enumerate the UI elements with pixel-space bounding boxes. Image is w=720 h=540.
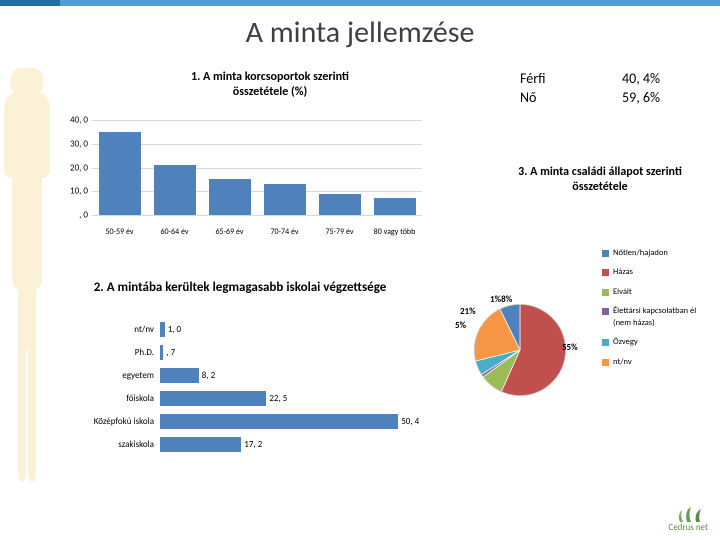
chart1-bar-item bbox=[99, 132, 141, 215]
figure-silhouette bbox=[4, 60, 60, 500]
logo: Cedrus net bbox=[668, 505, 708, 532]
chart1-xlabel: 75-79 év bbox=[312, 227, 367, 237]
chart1-xlabel: 80 vagy több bbox=[367, 227, 422, 237]
legend-item: nt/nv bbox=[602, 357, 710, 368]
chart2-value: 8, 2 bbox=[199, 368, 215, 383]
chart1-ytick: 20, 0 bbox=[60, 162, 88, 173]
legend-item: Elvált bbox=[602, 287, 710, 298]
chart1-ytick: 10, 0 bbox=[60, 186, 88, 197]
chart2-hbar: nt/nv 1, 0 Ph.D., 7egyetem 8, 2 főiskola 22, … bbox=[60, 318, 420, 478]
gender-value-male: 40, 4% bbox=[590, 70, 660, 89]
legend-item: Élettársi kapcsolatban él (nem házas) bbox=[602, 306, 710, 329]
legend-swatch bbox=[602, 339, 609, 346]
chart1-xlabel: 60-64 év bbox=[147, 227, 202, 237]
legend-label: Élettársi kapcsolatban él (nem házas) bbox=[613, 306, 710, 329]
chart2-value: 1, 0 bbox=[165, 322, 181, 337]
legend-item: Nőtlen/hajadon bbox=[602, 248, 710, 259]
pie-callout-21: 21% bbox=[460, 306, 476, 317]
chart2-bar-item bbox=[160, 391, 266, 406]
chart2-bar-item bbox=[160, 437, 241, 452]
chart2-value: 50, 4 bbox=[398, 414, 419, 429]
chart1-title: 1. A minta korcsoportok szerinti összeté… bbox=[170, 70, 370, 100]
chart1-bar-item bbox=[154, 165, 196, 215]
legend-label: nt/nv bbox=[613, 357, 632, 368]
chart1-xlabel: 65-69 év bbox=[202, 227, 257, 237]
legend-item: Özvegy bbox=[602, 337, 710, 348]
legend-label: Özvegy bbox=[613, 337, 638, 348]
legend-item: Házas bbox=[602, 267, 710, 278]
chart1-bar-item bbox=[374, 198, 416, 215]
chart2-value: , 7 bbox=[163, 345, 175, 360]
chart3-legend: Nőtlen/hajadon Házas Elvált Élettársi kapcs… bbox=[602, 248, 710, 376]
legend-swatch bbox=[602, 269, 609, 276]
legend-swatch bbox=[602, 250, 609, 257]
chart2-cat: nt/nv bbox=[60, 324, 160, 335]
chart2-cat: egyetem bbox=[60, 370, 160, 381]
chart1-xlabel: 50-59 év bbox=[92, 227, 147, 237]
chart1-bar: 40, 030, 020, 010, 0, 0 50-59 év60-64 év… bbox=[60, 120, 430, 235]
page-title: A minta jellemzése bbox=[0, 14, 720, 51]
chart2-value: 22, 5 bbox=[266, 391, 287, 406]
legend-label: Házas bbox=[613, 267, 633, 278]
chart2-cat: szakiskola bbox=[60, 439, 160, 450]
chart1-xlabel: 70-74 év bbox=[257, 227, 312, 237]
gender-label-male: Férfi bbox=[520, 70, 590, 89]
chart2-bar-item bbox=[160, 414, 398, 429]
legend-label: Nőtlen/hajadon bbox=[613, 248, 668, 259]
chart3-title: 3. A minta családi állapot szerinti össz… bbox=[500, 165, 700, 195]
legend-swatch bbox=[602, 308, 609, 315]
pie-callout-5: 5% bbox=[455, 320, 466, 331]
pie-callout-55: 55% bbox=[562, 342, 578, 353]
chart2-cat: Ph.D. bbox=[60, 347, 160, 358]
pie-callout-198: 1%8% bbox=[490, 294, 512, 305]
legend-swatch bbox=[602, 359, 609, 366]
chart1-ytick: 40, 0 bbox=[60, 115, 88, 126]
chart1-bar-item bbox=[264, 184, 306, 215]
chart2-title: 2. A mintába kerültek legmagasabb iskola… bbox=[90, 280, 390, 296]
chart2-value: 17, 2 bbox=[241, 437, 262, 452]
chart2-bar-item bbox=[160, 368, 199, 383]
accent-bar bbox=[0, 0, 720, 6]
legend-label: Elvált bbox=[613, 287, 632, 298]
gender-value-female: 59, 6% bbox=[590, 89, 660, 108]
gender-table: Férfi 40, 4% Nő 59, 6% bbox=[520, 70, 660, 108]
chart1-bar-item bbox=[209, 179, 251, 215]
chart2-cat: Középfokú iskola bbox=[60, 416, 160, 427]
chart1-bar-item bbox=[319, 194, 361, 215]
chart1-ytick: 30, 0 bbox=[60, 138, 88, 149]
chart1-ytick: , 0 bbox=[60, 210, 88, 221]
gender-label-female: Nő bbox=[520, 89, 590, 108]
legend-swatch bbox=[602, 289, 609, 296]
chart2-cat: főiskola bbox=[60, 393, 160, 404]
